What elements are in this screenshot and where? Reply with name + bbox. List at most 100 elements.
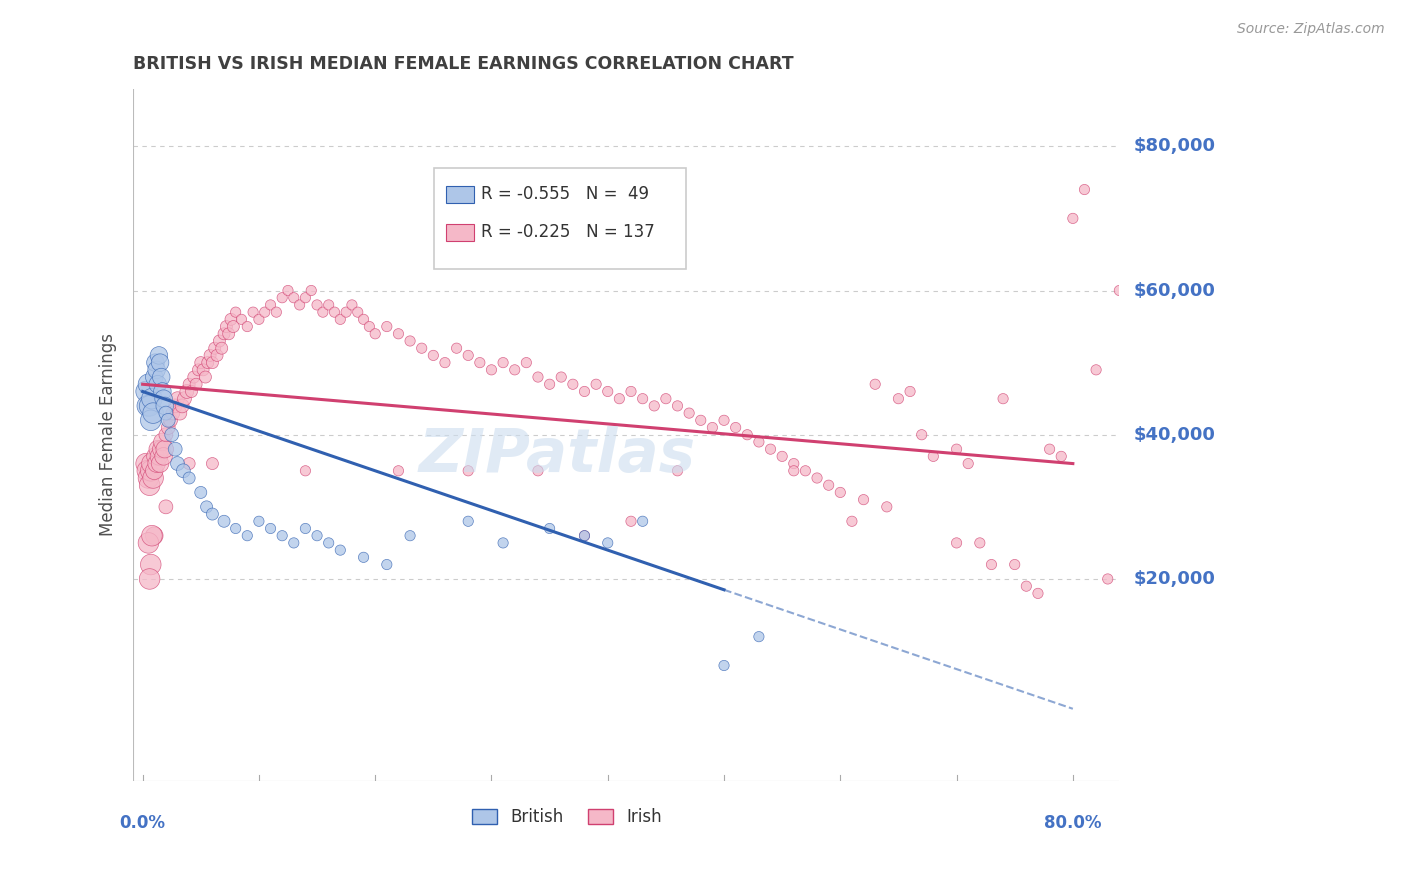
Text: R = -0.225   N = 137: R = -0.225 N = 137 [481,223,655,241]
Point [138,478,160,492]
Point [162,406,184,420]
Point [561,377,583,392]
Point [550,370,572,384]
Point [136,399,159,413]
Point [876,500,898,514]
Point [191,363,214,377]
Point [176,384,198,399]
Point [294,291,316,305]
Point [218,326,240,341]
Point [190,356,212,370]
Point [364,326,387,341]
Point [1050,450,1073,464]
Point [135,457,157,471]
Point [146,377,169,392]
Point [713,413,735,427]
Point [145,457,167,471]
Point [1062,211,1084,226]
Point [574,529,596,543]
Point [492,536,515,550]
Point [149,457,172,471]
Point [527,370,550,384]
Point [139,413,162,427]
Point [277,284,299,298]
Point [179,457,201,471]
FancyBboxPatch shape [446,186,474,202]
Point [283,536,305,550]
Point [1073,182,1095,196]
Point [169,406,191,420]
Point [631,392,654,406]
Point [141,529,163,543]
Point [1026,586,1049,600]
Point [468,356,491,370]
Point [770,450,793,464]
Point [353,312,375,326]
Point [318,298,340,312]
Point [655,392,678,406]
Point [538,521,561,535]
FancyBboxPatch shape [446,224,474,241]
Point [259,298,281,312]
Point [852,492,875,507]
Point [139,464,162,478]
Point [666,399,689,413]
Point [172,464,194,478]
Point [152,450,174,464]
Text: ZIPatlas: ZIPatlas [419,426,696,485]
Point [492,356,515,370]
Point [236,319,259,334]
Point [713,658,735,673]
Point [197,356,219,370]
Point [335,305,357,319]
Point [759,442,782,457]
Text: 80.0%: 80.0% [1045,814,1101,832]
Point [247,312,270,326]
Point [138,572,160,586]
Point [201,507,224,521]
Point [945,442,967,457]
Point [922,450,945,464]
Point [138,536,160,550]
Legend: British, Irish: British, Irish [465,802,669,833]
Point [666,464,689,478]
Text: $80,000: $80,000 [1133,137,1215,155]
Point [294,521,316,535]
Point [359,319,381,334]
Point [945,536,967,550]
Point [503,363,526,377]
Point [329,543,352,558]
Point [643,399,665,413]
Text: $20,000: $20,000 [1133,570,1215,588]
Point [259,521,281,535]
Point [143,464,166,478]
Point [219,312,242,326]
Point [375,558,398,572]
Point [783,457,806,471]
Point [201,356,224,370]
Point [830,485,852,500]
Point [145,356,167,370]
Point [312,305,335,319]
Point [735,427,758,442]
Point [148,450,170,464]
Point [887,392,910,406]
Point [980,558,1002,572]
Point [148,348,170,362]
Point [1097,572,1119,586]
Point [527,464,550,478]
Point [155,427,177,442]
Point [515,356,537,370]
Point [194,370,217,384]
Point [172,399,194,413]
Point [446,341,468,355]
Point [150,442,173,457]
Point [153,399,176,413]
Point [266,305,288,319]
Point [748,630,770,644]
Point [212,326,235,341]
Point [180,384,202,399]
Point [205,348,228,362]
Point [253,305,276,319]
Point [157,413,180,427]
